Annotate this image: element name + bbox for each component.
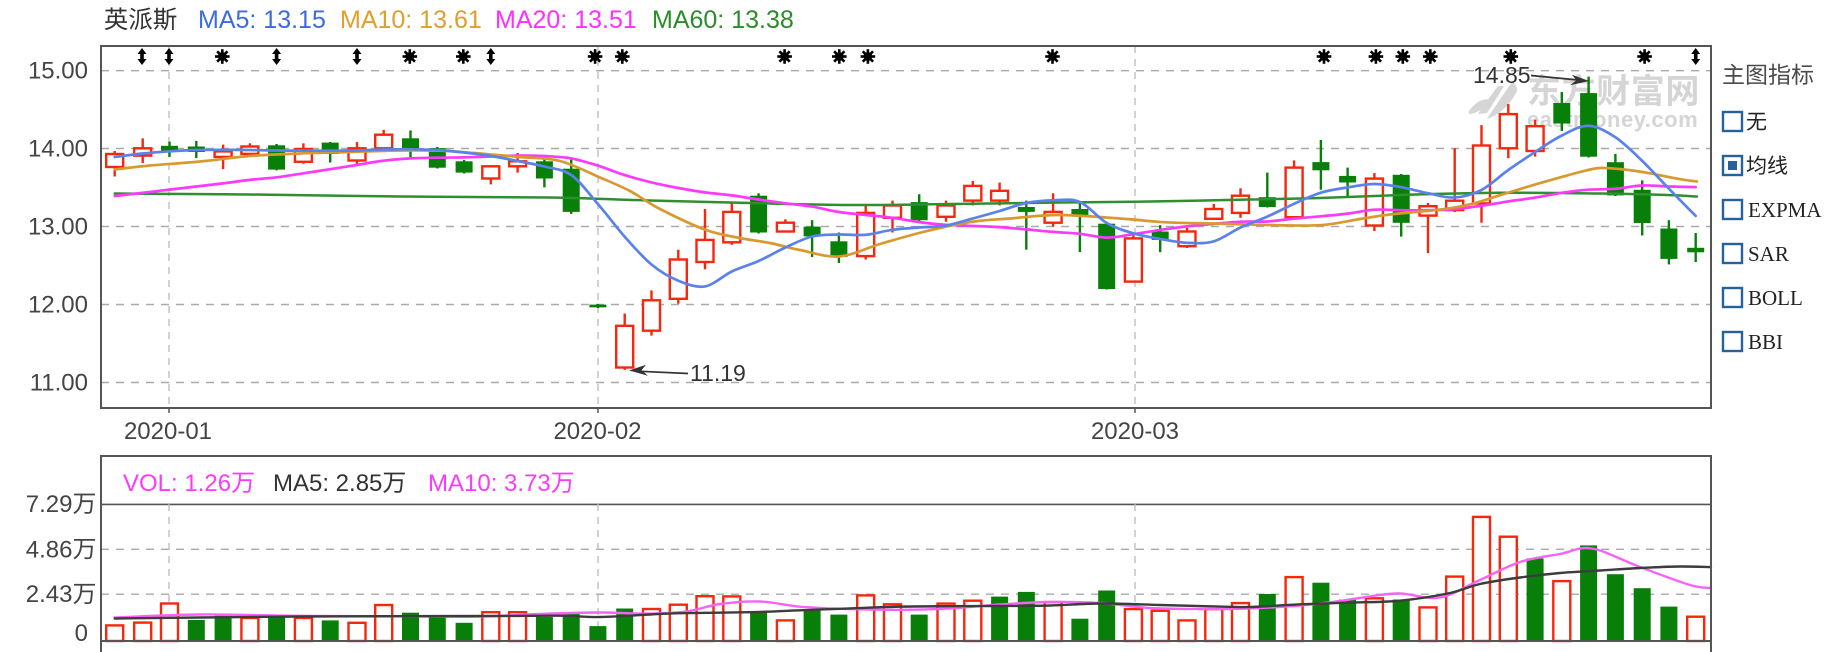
svg-text:2.43: 2.43	[26, 581, 73, 608]
svg-text:BBI: BBI	[1748, 330, 1783, 354]
svg-text:MA20: 13.51: MA20: 13.51	[495, 6, 637, 34]
svg-text:14.85: 14.85	[1473, 62, 1531, 88]
svg-text:4.86: 4.86	[26, 536, 73, 563]
svg-text:MA10: 13.61: MA10: 13.61	[340, 6, 482, 34]
svg-text:MA5: 13.15: MA5: 13.15	[198, 6, 326, 34]
svg-text:13.00: 13.00	[28, 214, 88, 241]
svg-text:VOL: 1.26: VOL: 1.26	[123, 470, 231, 497]
svg-text:MA10: 3.73: MA10: 3.73	[428, 470, 551, 497]
svg-text:0: 0	[75, 620, 88, 647]
svg-text:11.19: 11.19	[690, 360, 746, 386]
svg-text:12.00: 12.00	[28, 292, 88, 319]
svg-text:MA5: 2.85: MA5: 2.85	[273, 470, 382, 497]
svg-text:eastmoney.com: eastmoney.com	[1527, 107, 1698, 132]
svg-text:SAR: SAR	[1748, 242, 1789, 266]
svg-text:14.00: 14.00	[28, 136, 88, 163]
svg-text:11.00: 11.00	[30, 370, 88, 397]
svg-text:BOLL: BOLL	[1748, 286, 1803, 310]
svg-text:2020-03: 2020-03	[1091, 418, 1179, 445]
svg-text:2020-01: 2020-01	[124, 418, 212, 445]
svg-text:2020-02: 2020-02	[553, 418, 641, 445]
svg-text:EXPMA: EXPMA	[1748, 198, 1822, 222]
svg-text:7.29: 7.29	[26, 491, 73, 518]
svg-text:MA60: 13.38: MA60: 13.38	[652, 6, 794, 34]
svg-text:15.00: 15.00	[28, 58, 88, 85]
